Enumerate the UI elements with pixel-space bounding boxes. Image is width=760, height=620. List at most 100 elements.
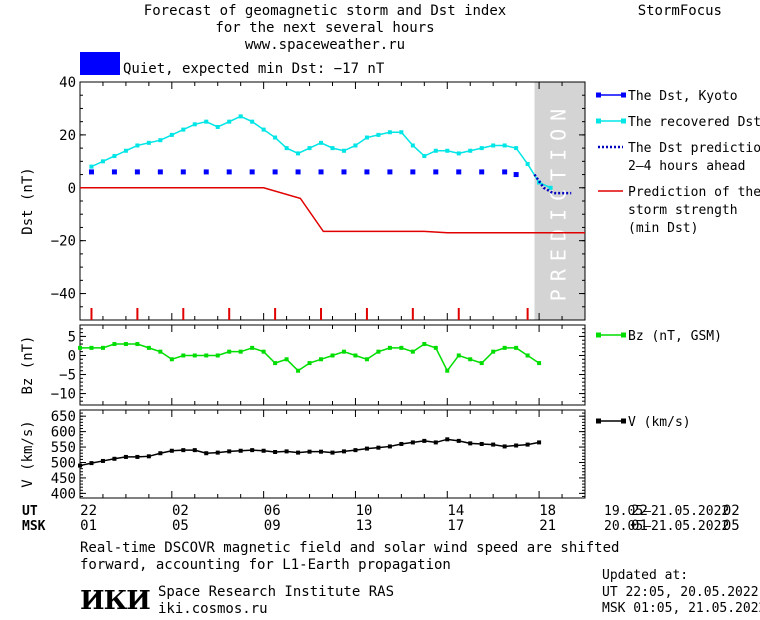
the-dst-kyoto-point xyxy=(513,172,519,178)
legend-label: Prediction of the xyxy=(628,185,760,200)
v-km-s-point xyxy=(330,450,335,455)
v-km-s-point xyxy=(364,446,369,451)
legend-label: storm strength xyxy=(628,203,738,218)
prediction-of-the-storm-strength-min-dst-line xyxy=(80,187,585,234)
legend-label: Bz (nT, GSM) xyxy=(628,329,722,344)
legend-swatch-marker xyxy=(596,418,601,424)
v-km-s-point xyxy=(341,449,346,454)
v-km-s-point xyxy=(273,449,278,454)
msk-tick-label: 01 xyxy=(80,518,97,534)
bz-nt-gsm-point xyxy=(479,361,484,366)
the-dst-kyoto-point xyxy=(456,169,462,175)
dst-y-tick-label: 40 xyxy=(59,75,76,91)
dst-y-axis-label: Dst (nT) xyxy=(20,167,36,234)
msk-tick-label: 13 xyxy=(356,518,373,534)
the-recovered-dst-point xyxy=(250,119,255,124)
v-km-s-point xyxy=(445,437,450,442)
updated-msk: MSK 01:05, 21.05.2022 xyxy=(602,601,760,616)
ut-tick-label: 10 xyxy=(356,503,373,519)
chart-title-line2: for the next several hours xyxy=(215,20,435,36)
bz-nt-gsm-point xyxy=(456,353,461,358)
v-km-s-point xyxy=(491,442,496,447)
v-km-s-point xyxy=(353,448,358,453)
legend-swatch-marker xyxy=(621,332,626,338)
v-km-s-point xyxy=(456,438,461,443)
institute-site[interactable]: iki.cosmos.ru xyxy=(158,601,268,617)
the-recovered-dst-point xyxy=(364,135,369,140)
the-recovered-dst-point xyxy=(479,146,484,151)
the-dst-kyoto-point xyxy=(410,169,416,175)
the-dst-kyoto-point xyxy=(157,169,163,175)
the-dst-kyoto-point xyxy=(479,169,485,175)
bz-nt-gsm-point xyxy=(399,345,404,350)
bz-nt-gsm-point xyxy=(169,357,174,362)
legend-label: The recovered Dst xyxy=(628,115,760,130)
the-recovered-dst-point xyxy=(525,161,530,166)
bz-nt-gsm-point xyxy=(284,357,289,362)
ut-tick-label: 22 xyxy=(80,503,97,519)
the-recovered-dst-point xyxy=(319,140,324,145)
bz-nt-gsm-point xyxy=(468,357,473,362)
bz-nt-gsm-point xyxy=(89,345,94,350)
the-recovered-dst-point xyxy=(112,154,117,159)
ut-tick-label: 02 xyxy=(723,503,740,519)
the-recovered-dst-point xyxy=(215,124,220,129)
v-km-s-point xyxy=(479,441,484,446)
the-recovered-dst-point xyxy=(273,135,278,140)
iki-logo: ИКИ xyxy=(80,586,151,616)
v-y-tick-label: 650 xyxy=(51,409,76,425)
v-km-s-point xyxy=(146,454,151,459)
v-km-s-point xyxy=(261,448,266,453)
legend-swatch-marker xyxy=(596,92,601,98)
v-km-s-point xyxy=(468,441,473,446)
v-km-s-point xyxy=(112,456,117,461)
source-url: www.spaceweather.ru xyxy=(244,37,406,53)
bz-nt-gsm-point xyxy=(135,342,140,347)
legend-swatch-marker xyxy=(596,332,601,338)
the-dst-kyoto-point xyxy=(203,169,209,175)
bz-nt-gsm-point xyxy=(364,357,369,362)
bz-nt-gsm-point xyxy=(307,361,312,366)
updated-ut: UT 22:05, 20.05.2022 xyxy=(602,585,759,600)
bz-nt-gsm-point xyxy=(387,345,392,350)
bz-nt-gsm-point xyxy=(181,353,186,358)
status-color-box xyxy=(80,52,120,75)
v-km-s-point xyxy=(215,450,220,455)
bz-nt-gsm-point xyxy=(445,368,450,373)
dst-y-tick-label: −20 xyxy=(51,234,76,250)
chart-title-line1: Forecast of geomagnetic storm and Dst in… xyxy=(143,3,507,19)
v-km-s-point xyxy=(514,443,519,448)
bz-nt-gsm-point xyxy=(273,361,278,366)
v-km-s-point xyxy=(422,438,427,443)
bz-nt-gsm-point xyxy=(123,342,128,347)
v-km-s-point xyxy=(399,441,404,446)
legend-swatch-marker xyxy=(621,418,626,424)
bz-nt-gsm-point xyxy=(433,345,438,350)
v-km-s-point xyxy=(410,440,415,445)
bz-nt-gsm-point xyxy=(537,361,542,366)
v-km-s-point xyxy=(387,444,392,449)
bz-nt-gsm-point xyxy=(353,353,358,358)
the-recovered-dst-point xyxy=(548,185,553,190)
ut-tick-label: 06 xyxy=(264,503,281,519)
msk-tick-label: 01 xyxy=(631,518,648,534)
bz-nt-gsm-point xyxy=(261,349,266,354)
institute-name: Space Research Institute RAS xyxy=(158,584,395,600)
prediction-region xyxy=(534,82,585,320)
ut-date-range: 19.05–21.05.2022 xyxy=(604,504,729,519)
the-recovered-dst-point xyxy=(353,143,358,148)
the-recovered-dst-point xyxy=(307,146,312,151)
the-dst-kyoto-point xyxy=(341,169,347,175)
bz-nt-gsm-point xyxy=(330,353,335,358)
v-km-s-point xyxy=(537,440,542,445)
bz-nt-gsm-point xyxy=(78,345,82,350)
v-km-s-point xyxy=(250,448,255,453)
legend-swatch-marker xyxy=(621,118,626,124)
v-km-s-point xyxy=(502,444,507,449)
the-recovered-dst-point xyxy=(387,130,392,135)
v-km-s-point xyxy=(204,451,209,456)
bz-nt-gsm-point xyxy=(250,345,255,350)
v-y-axis-label: V (km/s) xyxy=(20,420,36,487)
v-km-s-point xyxy=(192,448,197,453)
v-km-s-point xyxy=(319,449,324,454)
